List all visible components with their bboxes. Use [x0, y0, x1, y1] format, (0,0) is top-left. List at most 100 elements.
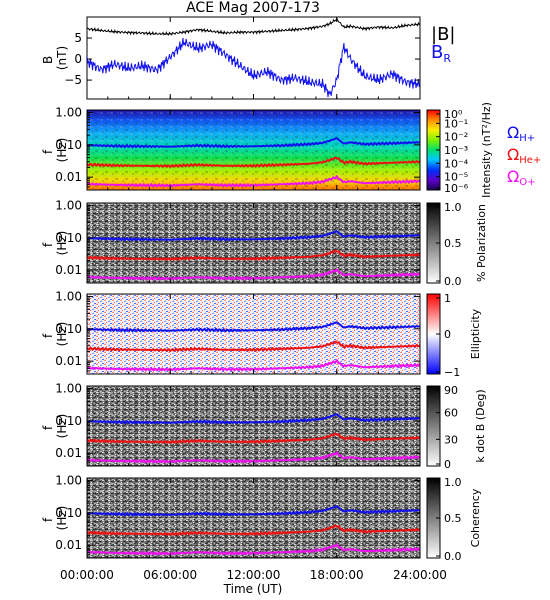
y-tick-label: −5: [64, 73, 82, 87]
y-tick-label: 0.01: [55, 446, 82, 460]
series-b-magnitude: [87, 17, 420, 36]
panel-coherency: 1.00 0.10 0.01 f (Hz) 1.0 0.5 0.0 Coherency: [41, 474, 482, 563]
colorbar-tick-label: 1.0: [444, 201, 462, 214]
y-tick-label: 0.10: [55, 414, 82, 428]
y-tick-label: 0.10: [55, 322, 82, 336]
y-tick-label: 1.00: [55, 474, 82, 488]
ylabel-line-1: B: [41, 56, 55, 64]
panel-wave-normal-angle: 1.00 0.10 0.01 f (Hz) 90 60 30 0 k dot B (Deg…: [41, 382, 487, 471]
panel-magnetic-field: 50−5 B (nT) |B| BR: [41, 16, 455, 100]
colorbar-label: Intensity (nT²/Hz): [480, 102, 493, 198]
panel-ylabel: f (Hz): [41, 506, 69, 531]
panel-ylabel: B (nT): [41, 46, 69, 70]
y-tick-label: 0.10: [55, 138, 82, 152]
colorbar: [426, 385, 441, 467]
spectrogram-texture: [87, 203, 420, 283]
colorbar-tick-label: 10⁻⁴: [444, 157, 469, 170]
legend-omega-h-sub: H+: [519, 133, 535, 144]
gyro-line-he: [87, 249, 420, 262]
y-tick-label: 0.01: [55, 354, 82, 368]
colorbar-label: Coherency: [469, 488, 482, 547]
gyro-line-he: [87, 156, 420, 169]
ylabel-line-2: (Hz): [55, 506, 69, 531]
legend-omega-o: ΩO+: [507, 167, 535, 188]
legend-omega-o-sub: O+: [519, 177, 535, 188]
y-tick-label: 0.01: [55, 170, 82, 184]
legend-omega-h: ΩH+: [507, 123, 535, 144]
colorbar-tick-label: 0.5: [444, 512, 462, 525]
x-tick-label: 18:00:00: [310, 568, 364, 582]
colorbar-tick-label: 30: [444, 433, 458, 446]
gyro-line-h: [87, 137, 420, 149]
y-tick-label: 1.00: [55, 382, 82, 396]
colorbar-label: % Polarization: [475, 204, 488, 282]
gyro-line-he: [87, 340, 420, 353]
gyro-line-h: [87, 230, 420, 242]
colorbar-tick-label: 0: [444, 458, 451, 471]
panel-frame: [86, 16, 421, 100]
gyro-line-he: [87, 432, 420, 445]
panel-power-spectral-density: 1.000.100.01 f (Hz) 10⁰10⁻¹10⁻²10⁻³10⁻⁴1…: [41, 102, 541, 198]
ylabel-line-1: f: [41, 517, 55, 522]
gyro-line-he: [87, 524, 420, 537]
spectrogram-texture: [87, 386, 420, 466]
colorbar-tick-label: 10⁻³: [444, 144, 468, 157]
legend-b-radial-label: B: [431, 42, 443, 63]
colorbar-tick-label: 0.0: [444, 275, 462, 288]
y-tick-label: 5: [74, 31, 82, 45]
x-tick-label: 00:00:00: [60, 568, 114, 582]
colorbar-tick-label: 10⁰: [444, 108, 463, 121]
ylabel-line-1: f: [41, 242, 55, 247]
panel-polarization: 1.00 0.10 0.01 f (Hz) 1.0 0.5 0.0 % Polariza…: [41, 199, 488, 288]
ylabel-line-2: (Hz): [55, 138, 69, 163]
legend-b-radial: BR: [431, 42, 451, 65]
colorbar-tick-label: 90: [444, 384, 458, 397]
y-tick-label: 1.00: [55, 199, 82, 213]
colorbar-tick-label: 1.0: [444, 476, 462, 489]
legend-omega-o-label: Ω: [507, 167, 519, 186]
colorbar-tick-label: 10⁻²: [444, 131, 468, 144]
colorbar-tick-label: 0.5: [444, 237, 462, 250]
colorbar-tick-label: 10⁻¹: [444, 117, 468, 130]
ylabel-line-1: f: [41, 333, 55, 338]
colorbar-tick-label: 10⁻⁶: [444, 182, 469, 195]
legend-b-magnitude: |B|: [431, 24, 455, 45]
colorbar-label: Ellipticity: [469, 308, 482, 359]
legend-omega-he: ΩHe+: [507, 145, 541, 166]
x-tick-label: 06:00:00: [143, 568, 197, 582]
y-tick-label: 1.00: [55, 290, 82, 304]
legend-b-radial-sub: R: [443, 52, 451, 65]
series-b-radial: [87, 37, 420, 98]
spectrogram-texture: [87, 478, 420, 558]
gyro-line-h: [87, 413, 420, 425]
legend-omega-h-label: Ω: [507, 123, 519, 142]
legend-omega-he-label: Ω: [507, 145, 519, 164]
panel-ylabel: f (Hz): [41, 322, 69, 347]
y-tick-label: 0.10: [55, 231, 82, 245]
colorbar-label: k dot B (Deg): [474, 389, 487, 462]
x-tick-label: 12:00:00: [227, 568, 281, 582]
ylabel-line-2: (Hz): [55, 231, 69, 256]
figure-title: ACE Mag 2007-173: [186, 0, 320, 16]
y-tick-label: 0.01: [55, 263, 82, 277]
ylabel-line-1: f: [41, 149, 55, 154]
ylabel-line-2: (nT): [55, 46, 69, 70]
ylabel-line-1: f: [41, 425, 55, 430]
colorbar-tick-label: 1: [444, 292, 451, 305]
x-tick-label: 24:00:00: [393, 568, 447, 582]
panel-ylabel: f (Hz): [41, 231, 69, 256]
colorbar-tick-label: 10⁻⁵: [444, 171, 468, 184]
colorbar-tick-label: −1: [444, 366, 460, 379]
x-axis-label: Time (UT): [223, 582, 283, 596]
spectrogram-image: [87, 294, 420, 374]
panel-ylabel: f (Hz): [41, 414, 69, 439]
colorbar-tick-label: 60: [444, 407, 458, 420]
y-tick-label: 0: [74, 52, 82, 66]
gyro-line-h: [87, 321, 420, 333]
ylabel-line-2: (Hz): [55, 322, 69, 347]
panel-ellipticity: 1.00 0.10 0.01 f (Hz) 1 0 −1 Ellipticity: [41, 290, 482, 379]
y-tick-label: 0.10: [55, 506, 82, 520]
y-tick-label: 1.00: [55, 106, 82, 120]
y-tick-label: 0.01: [55, 538, 82, 552]
